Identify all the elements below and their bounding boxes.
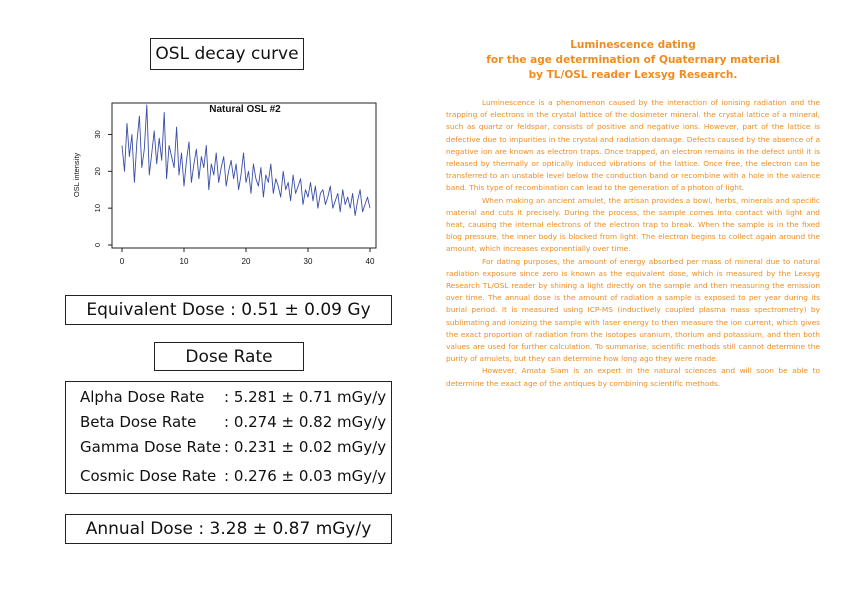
chart-title: Natural OSL #2 xyxy=(209,104,281,115)
osl-intensity-series xyxy=(121,104,371,216)
article-title: Luminescence dating for the age determin… xyxy=(446,38,820,83)
y-tick-label: 10 xyxy=(93,204,102,212)
article-title-line: for the age determination of Quaternary … xyxy=(486,54,780,66)
x-tick-label: 30 xyxy=(304,257,313,266)
chart-section-title: OSL decay curve xyxy=(150,38,304,70)
dose-rate-label: Cosmic Dose Rate xyxy=(80,467,217,485)
x-tick-label: 20 xyxy=(242,257,251,266)
plot-frame xyxy=(111,102,377,249)
dose-rate-table: Alpha Dose Rate : 5.281 ± 0.71 mGy/y Beta… xyxy=(65,381,392,494)
equivalent-dose: Equivalent Dose : 0.51 ± 0.09 Gy xyxy=(65,295,392,325)
annual-dose: Annual Dose : 3.28 ± 0.87 mGy/y xyxy=(65,514,392,544)
dose-rate-value: : 0.274 ± 0.82 mGy/y xyxy=(224,413,387,431)
y-tick-label: 20 xyxy=(93,167,102,175)
dose-rate-label: Beta Dose Rate xyxy=(80,413,197,431)
dose-rate-value: : 0.231 ± 0.02 mGy/y xyxy=(224,438,387,456)
article-title-line: Luminescence dating xyxy=(570,39,696,51)
beta-dose-rate-row: Beta Dose Rate : 0.274 ± 0.82 mGy/y xyxy=(80,413,386,431)
cosmic-dose-rate-row: Cosmic Dose Rate : 0.276 ± 0.03 mGy/y xyxy=(80,467,386,485)
article-paragraph: For dating purposes, the amount of energ… xyxy=(446,256,820,364)
dose-rate-value: : 0.276 ± 0.03 mGy/y xyxy=(224,467,387,485)
dose-rate-label: Alpha Dose Rate xyxy=(80,388,205,406)
dose-rate-label: Gamma Dose Rate xyxy=(80,438,221,456)
x-axis: 0 10 20 30 40 xyxy=(120,248,375,266)
alpha-dose-rate-row: Alpha Dose Rate : 5.281 ± 0.71 mGy/y xyxy=(80,388,386,406)
y-axis: 0 10 20 30 xyxy=(93,130,112,247)
dose-rate-value: : 5.281 ± 0.71 mGy/y xyxy=(224,388,387,406)
article-paragraph: When making an ancient amulet, the artis… xyxy=(446,195,820,254)
y-tick-label: 0 xyxy=(93,243,102,247)
osl-decay-chart: Natural OSL #2 OSL intensity 0 10 20 30 0 10… xyxy=(72,102,377,266)
article-paragraph: Luminescence is a phenomenon caused by t… xyxy=(446,98,820,193)
y-tick-label: 30 xyxy=(93,130,102,138)
article: Luminescence dating for the age determin… xyxy=(446,38,820,390)
article-paragraph: However, Amata Siam is an expert in the … xyxy=(446,366,820,388)
article-title-line: by TL/OSL reader Lexsyg Research. xyxy=(528,69,738,81)
x-tick-label: 10 xyxy=(180,257,189,266)
dose-rate-title: Dose Rate xyxy=(154,342,304,371)
x-tick-label: 0 xyxy=(120,257,125,266)
x-tick-label: 40 xyxy=(366,257,375,266)
y-axis-label: OSL intensity xyxy=(72,153,81,198)
gamma-dose-rate-row: Gamma Dose Rate: 0.231 ± 0.02 mGy/y xyxy=(80,438,386,456)
